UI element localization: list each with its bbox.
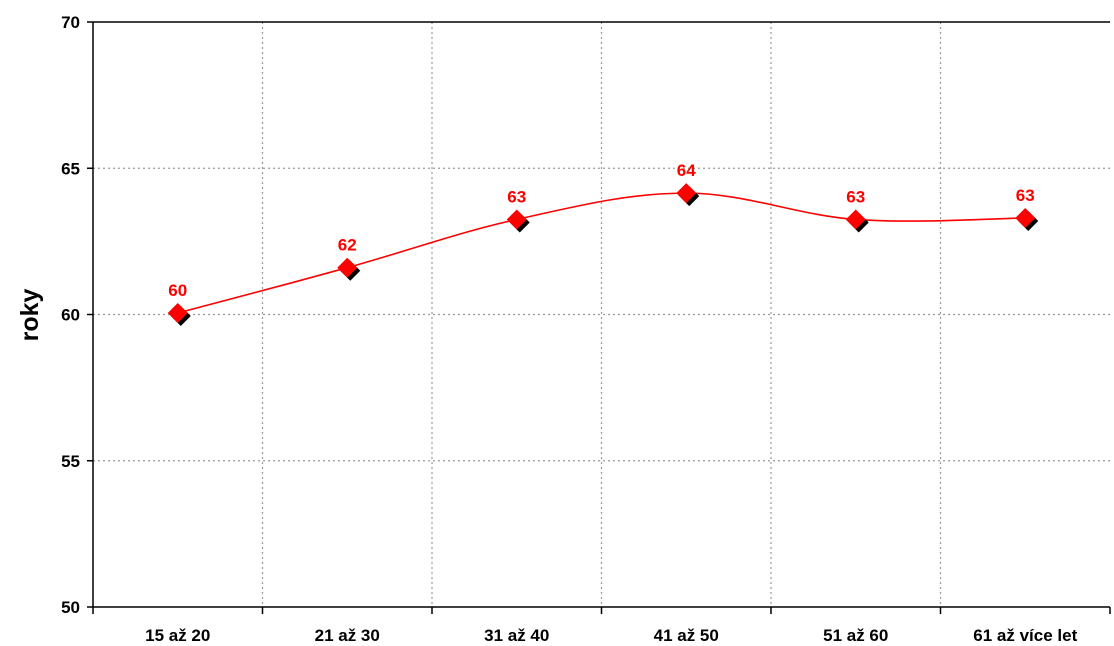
data-label: 63 [1016, 186, 1035, 205]
data-label: 64 [677, 161, 696, 180]
x-tick-label: 41 až 50 [654, 626, 719, 645]
y-tick-label: 50 [61, 598, 80, 617]
x-tick-label: 15 až 20 [145, 626, 210, 645]
y-tick-label: 60 [61, 306, 80, 325]
x-tick-label: 61 až více let [973, 626, 1077, 645]
data-label: 60 [168, 281, 187, 300]
y-tick-label: 65 [61, 159, 80, 178]
y-tick-label: 70 [61, 13, 80, 32]
x-tick-label: 21 až 30 [315, 626, 380, 645]
x-tick-label: 31 až 40 [484, 626, 549, 645]
y-tick-label: 55 [61, 452, 80, 471]
data-label: 62 [338, 236, 357, 255]
data-label: 63 [507, 187, 526, 206]
y-axis-label: roky [16, 289, 44, 342]
data-label: 63 [846, 187, 865, 206]
x-tick-label: 51 až 60 [823, 626, 888, 645]
